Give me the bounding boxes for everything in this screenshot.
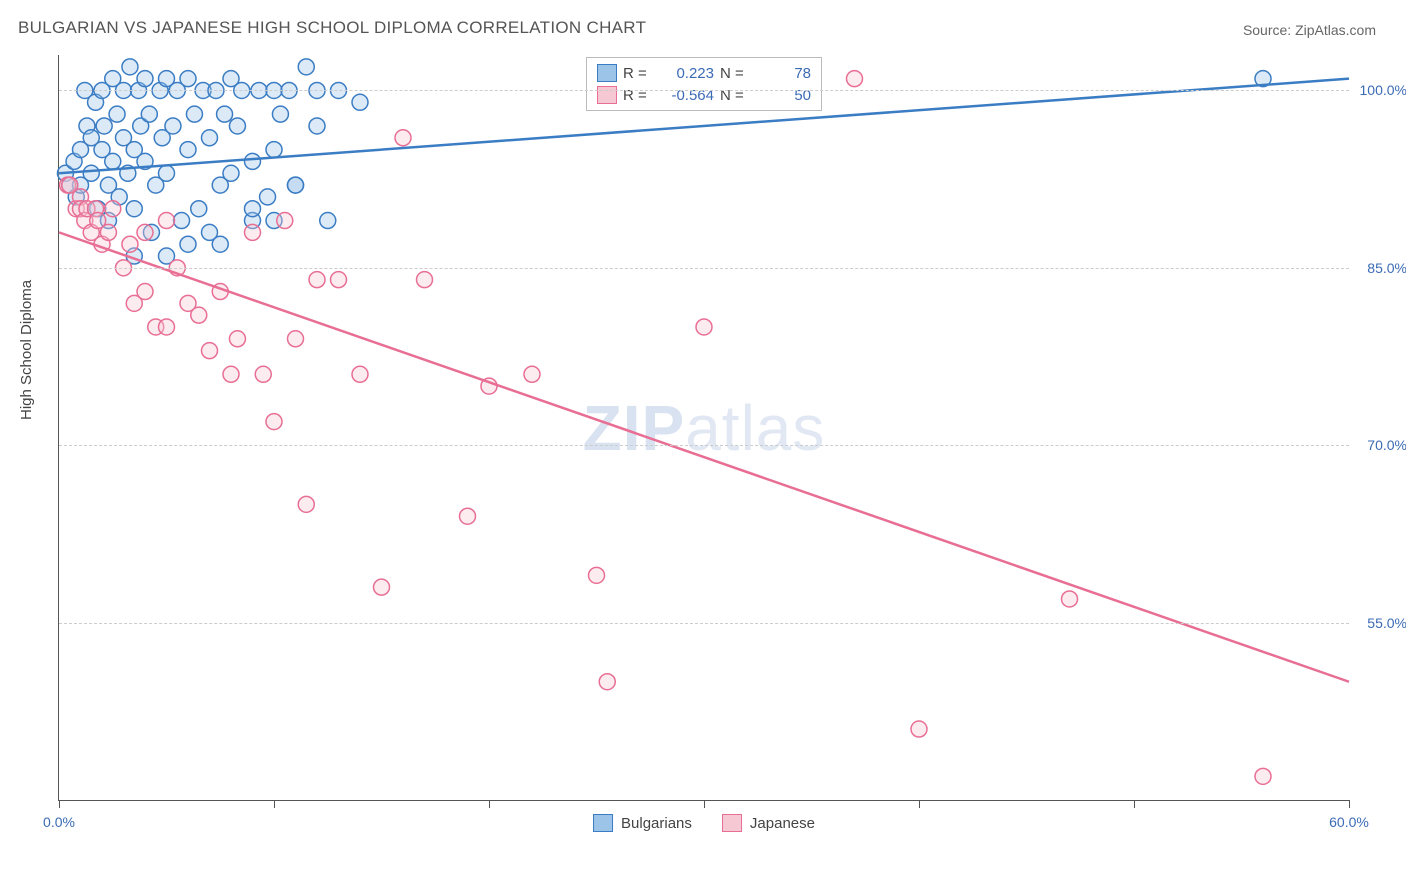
- data-point: [191, 201, 207, 217]
- data-point: [165, 118, 181, 134]
- data-point: [137, 71, 153, 87]
- legend-item-bulgarians: Bulgarians: [593, 814, 692, 832]
- data-point: [847, 71, 863, 87]
- data-point: [260, 189, 276, 205]
- data-point: [202, 130, 218, 146]
- data-point: [1255, 768, 1271, 784]
- data-point: [159, 213, 175, 229]
- y-tick-label: 55.0%: [1367, 615, 1406, 631]
- data-point: [395, 130, 411, 146]
- data-point: [417, 272, 433, 288]
- swatch-bulgarians: [597, 64, 617, 82]
- legend-row-bulgarians: R = 0.223 N = 78: [597, 62, 811, 84]
- data-point: [352, 366, 368, 382]
- y-tick-label: 70.0%: [1367, 437, 1406, 453]
- x-tick-label: 60.0%: [1329, 814, 1369, 830]
- trend-line: [59, 232, 1349, 681]
- data-point: [352, 94, 368, 110]
- gridline-h: [59, 90, 1349, 91]
- data-point: [122, 59, 138, 75]
- data-point: [229, 118, 245, 134]
- data-point: [288, 331, 304, 347]
- chart-container: BULGARIAN VS JAPANESE HIGH SCHOOL DIPLOM…: [0, 0, 1406, 892]
- data-point: [137, 224, 153, 240]
- data-point: [186, 106, 202, 122]
- y-axis-label: High School Diploma: [18, 280, 35, 420]
- data-point: [212, 236, 228, 252]
- gridline-h: [59, 445, 1349, 446]
- swatch-japanese: [597, 86, 617, 104]
- data-point: [83, 165, 99, 181]
- data-point: [229, 331, 245, 347]
- data-point: [298, 59, 314, 75]
- data-point: [109, 106, 125, 122]
- data-point: [105, 153, 121, 169]
- x-tick-label: 0.0%: [43, 814, 75, 830]
- data-point: [180, 236, 196, 252]
- data-point: [159, 165, 175, 181]
- data-point: [272, 106, 288, 122]
- chart-svg: [59, 55, 1349, 800]
- x-tick: [1134, 800, 1135, 808]
- data-point: [589, 567, 605, 583]
- data-point: [277, 213, 293, 229]
- data-point: [309, 272, 325, 288]
- data-point: [180, 71, 196, 87]
- data-point: [374, 579, 390, 595]
- swatch-bulgarians-icon: [593, 814, 613, 832]
- swatch-japanese-icon: [722, 814, 742, 832]
- data-point: [245, 201, 261, 217]
- y-tick-label: 85.0%: [1367, 260, 1406, 276]
- data-point: [141, 106, 157, 122]
- legend-item-japanese: Japanese: [722, 814, 815, 832]
- data-point: [105, 201, 121, 217]
- data-point: [159, 319, 175, 335]
- data-point: [288, 177, 304, 193]
- data-point: [191, 307, 207, 323]
- x-tick: [704, 800, 705, 808]
- data-point: [223, 366, 239, 382]
- gridline-h: [59, 623, 1349, 624]
- data-point: [217, 106, 233, 122]
- data-point: [122, 236, 138, 252]
- x-tick: [1349, 800, 1350, 808]
- data-point: [223, 165, 239, 181]
- data-point: [599, 674, 615, 690]
- data-point: [245, 153, 261, 169]
- y-tick-label: 100.0%: [1360, 82, 1406, 98]
- data-point: [137, 284, 153, 300]
- data-point: [696, 319, 712, 335]
- data-point: [180, 142, 196, 158]
- legend-row-japanese: R = -0.564 N = 50: [597, 84, 811, 106]
- legend-correlation: R = 0.223 N = 78 R = -0.564 N = 50: [586, 57, 822, 111]
- x-tick: [59, 800, 60, 808]
- data-point: [911, 721, 927, 737]
- legend-series: Bulgarians Japanese: [593, 814, 815, 832]
- data-point: [266, 414, 282, 430]
- data-point: [245, 224, 261, 240]
- data-point: [126, 201, 142, 217]
- data-point: [174, 213, 190, 229]
- data-point: [100, 224, 116, 240]
- data-point: [266, 142, 282, 158]
- data-point: [331, 272, 347, 288]
- data-point: [96, 118, 112, 134]
- data-point: [255, 366, 271, 382]
- x-tick: [274, 800, 275, 808]
- gridline-h: [59, 268, 1349, 269]
- x-tick: [489, 800, 490, 808]
- data-point: [298, 496, 314, 512]
- data-point: [320, 213, 336, 229]
- data-point: [202, 343, 218, 359]
- x-tick: [919, 800, 920, 808]
- data-point: [524, 366, 540, 382]
- data-point: [309, 118, 325, 134]
- data-point: [460, 508, 476, 524]
- source-label: Source: ZipAtlas.com: [1243, 22, 1376, 38]
- chart-title: BULGARIAN VS JAPANESE HIGH SCHOOL DIPLOM…: [18, 18, 646, 38]
- data-point: [1062, 591, 1078, 607]
- plot-area: ZIPatlas R = 0.223 N = 78 R = -0.564 N =…: [58, 55, 1349, 801]
